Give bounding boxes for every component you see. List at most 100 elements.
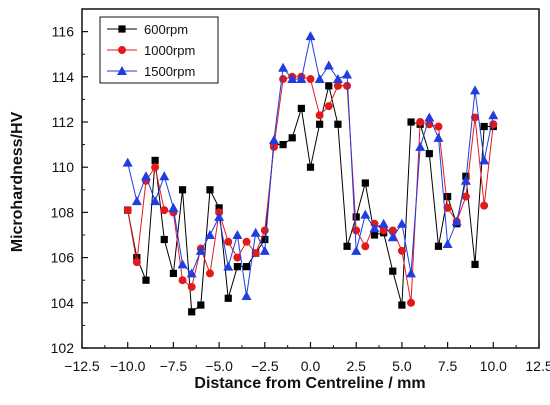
data-point xyxy=(169,269,177,278)
x-tick-label: −7.5 xyxy=(160,358,188,374)
data-point xyxy=(378,218,389,228)
series-600rpm xyxy=(124,82,497,316)
x-tick-label: 5.0 xyxy=(392,358,412,374)
data-point xyxy=(388,226,397,235)
data-point xyxy=(361,179,369,187)
data-point xyxy=(480,201,489,210)
data-point xyxy=(351,245,362,255)
y-tick-label: 114 xyxy=(52,69,75,85)
data-point xyxy=(279,141,287,149)
y-tick-label: 112 xyxy=(52,114,75,130)
data-point xyxy=(407,298,416,307)
x-tick-label: 12.5 xyxy=(525,358,550,374)
data-point xyxy=(416,118,425,126)
data-point xyxy=(479,155,490,165)
data-point xyxy=(123,206,132,215)
data-point xyxy=(342,69,353,79)
y-tick-label: 106 xyxy=(51,250,75,266)
legend-marker xyxy=(117,66,127,75)
data-point xyxy=(151,163,160,172)
y-tick-label: 110 xyxy=(52,159,75,175)
series-1500rpm xyxy=(122,31,499,301)
legend-entry: 600rpm xyxy=(107,22,188,37)
data-point xyxy=(187,282,196,291)
legend-label: 1500rpm xyxy=(144,64,195,79)
data-point xyxy=(332,74,343,84)
data-point xyxy=(168,202,179,212)
legend-entry: 1500rpm xyxy=(107,64,195,79)
data-point xyxy=(442,239,453,249)
data-point xyxy=(297,104,305,113)
data-point xyxy=(195,245,206,255)
data-point xyxy=(259,245,270,255)
y-tick-label: 104 xyxy=(51,295,75,311)
data-point xyxy=(122,157,133,167)
data-point xyxy=(224,237,233,246)
data-point xyxy=(343,81,352,90)
data-point xyxy=(334,120,342,128)
data-point xyxy=(460,175,471,185)
data-point xyxy=(233,263,241,271)
data-point xyxy=(250,227,261,237)
data-point xyxy=(186,268,197,278)
data-point xyxy=(333,81,342,90)
data-point xyxy=(159,171,170,181)
data-point xyxy=(471,260,479,268)
data-point xyxy=(140,171,151,181)
data-point xyxy=(434,242,443,250)
data-point xyxy=(132,258,141,267)
x-tick-label: −5.0 xyxy=(205,358,233,374)
data-point xyxy=(205,269,214,278)
data-point xyxy=(131,196,142,206)
data-point xyxy=(425,150,433,158)
data-point xyxy=(424,112,435,122)
data-point xyxy=(160,235,168,244)
data-point xyxy=(369,223,380,233)
data-point xyxy=(314,74,325,84)
data-point xyxy=(268,135,279,145)
data-point xyxy=(232,230,243,239)
data-point xyxy=(204,230,215,239)
y-tick-label: 102 xyxy=(51,340,75,356)
y-axis-ticks: 102 104 106 108 110 112 114 116 xyxy=(51,24,88,356)
data-point xyxy=(316,120,324,128)
x-tick-label: −10.0 xyxy=(110,358,146,374)
data-point xyxy=(470,85,481,95)
data-point xyxy=(233,253,242,262)
data-point xyxy=(352,226,361,235)
data-point xyxy=(323,60,334,70)
data-point xyxy=(451,216,462,226)
data-point xyxy=(360,209,371,219)
data-point xyxy=(178,276,187,285)
data-point xyxy=(150,196,161,206)
data-point xyxy=(325,82,333,90)
data-point xyxy=(361,242,370,251)
x-tick-label: 10.0 xyxy=(480,358,507,374)
y-tick-label: 108 xyxy=(51,204,75,220)
data-point xyxy=(407,118,415,126)
legend-marker xyxy=(118,46,126,54)
data-point xyxy=(223,261,234,271)
data-point xyxy=(206,186,214,194)
data-point xyxy=(396,218,407,228)
data-point xyxy=(278,62,289,72)
data-point xyxy=(269,142,278,151)
x-tick-label: 7.5 xyxy=(438,358,458,374)
x-axis-ticks: −12.5 −10.0 −7.5 −5.0 −2.5 0.0 2.5 5.0 7.5 10.0 12… xyxy=(64,342,550,374)
data-point xyxy=(178,186,187,194)
data-point xyxy=(387,232,398,242)
series-1000rpm xyxy=(123,72,498,307)
data-point xyxy=(461,192,470,201)
data-point xyxy=(406,268,417,278)
data-point xyxy=(287,74,298,84)
data-point xyxy=(224,294,232,302)
data-point xyxy=(315,111,324,120)
data-point xyxy=(343,242,351,250)
data-point xyxy=(306,163,315,171)
data-point xyxy=(261,235,269,244)
data-point xyxy=(151,156,159,165)
x-tick-label: 0.0 xyxy=(301,358,321,374)
data-point xyxy=(214,211,225,221)
data-point xyxy=(288,134,296,142)
data-point xyxy=(279,75,288,84)
